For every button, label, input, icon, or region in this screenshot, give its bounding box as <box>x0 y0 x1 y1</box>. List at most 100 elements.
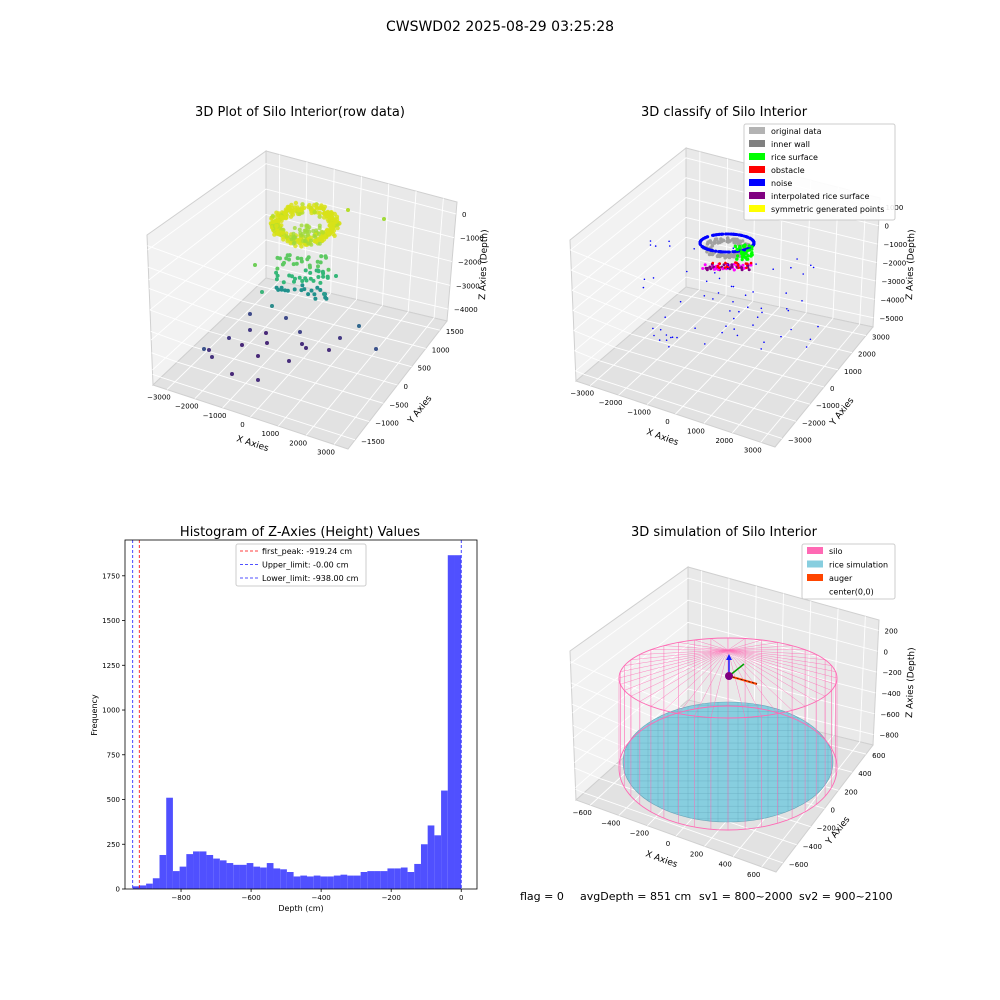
grid-line <box>753 585 757 717</box>
data-point <box>732 237 736 242</box>
grid-line <box>615 346 811 405</box>
x-tick-label: −3000 <box>147 394 171 402</box>
data-point <box>745 266 748 270</box>
histogram-bar <box>199 851 207 889</box>
data-point <box>302 238 307 243</box>
silo-roof-wire <box>727 649 826 697</box>
data-point <box>321 274 326 279</box>
y-tick-label: 250 <box>107 841 120 849</box>
grid-line <box>381 183 390 306</box>
data-point <box>712 298 714 300</box>
grid-line <box>572 310 632 335</box>
data-point <box>749 261 753 265</box>
data-point <box>727 264 730 267</box>
data-point <box>304 346 308 350</box>
histogram-bar <box>360 872 368 889</box>
data-point <box>735 257 739 261</box>
grid-line <box>572 725 633 751</box>
histogram-bar <box>193 851 200 889</box>
x-tick-label: −600 <box>573 809 592 817</box>
data-point <box>329 210 334 215</box>
data-point <box>320 230 326 235</box>
legend-swatch <box>749 179 765 186</box>
histogram-bar <box>179 866 187 889</box>
data-point <box>308 238 313 243</box>
data-point <box>785 292 787 294</box>
x-tick-label: 0 <box>665 418 669 426</box>
data-point <box>318 288 323 292</box>
data-point <box>711 233 715 237</box>
legend-label: first_peak: -919.24 cm <box>262 547 352 556</box>
data-point <box>817 325 819 328</box>
data-point <box>686 270 688 273</box>
data-point <box>787 309 790 312</box>
data-point <box>306 241 311 246</box>
y-tick-label: 600 <box>872 752 885 760</box>
z-tick-label: −4000 <box>881 296 905 304</box>
data-point <box>318 260 323 265</box>
data-point <box>293 200 299 206</box>
data-point <box>303 268 308 273</box>
silo-roof-wire <box>727 649 817 702</box>
data-point <box>763 341 765 344</box>
histogram-bar <box>186 854 194 889</box>
data-point <box>721 331 723 334</box>
data-point <box>713 267 717 271</box>
data-point <box>744 294 747 297</box>
figure-title: CWSWD02 2025-08-29 03:25:28 <box>386 19 614 35</box>
data-point <box>749 237 753 241</box>
z-tick-label: −200 <box>883 669 902 677</box>
z-tick-label: −4000 <box>454 306 478 314</box>
raw-z-axis-label: Z Axies (Depth) <box>478 229 490 300</box>
data-point <box>750 247 754 251</box>
x-tick-label: 1000 <box>261 430 279 438</box>
simulation-legend: silo rice simulation auger center(0,0) <box>801 543 896 600</box>
grid-line <box>433 198 444 318</box>
grid-line <box>571 599 878 689</box>
x-tick-label: 0 <box>240 421 244 429</box>
z-tick-label: −1000 <box>884 241 908 249</box>
data-point <box>737 266 740 270</box>
data-point <box>740 255 744 259</box>
data-point <box>786 308 788 310</box>
silo-roof-wire <box>678 649 729 714</box>
data-point <box>659 328 662 331</box>
y-tick-label: 2000 <box>858 351 876 359</box>
histogram-bar <box>213 858 220 889</box>
grid-line <box>570 577 879 664</box>
z-tick-label: 0 <box>885 223 889 231</box>
grid-line <box>573 644 876 739</box>
data-point <box>752 324 754 326</box>
data-point <box>732 268 736 272</box>
data-point <box>714 249 718 253</box>
data-point <box>276 287 281 292</box>
data-point <box>739 249 741 251</box>
data-point <box>316 264 320 269</box>
grid-line <box>646 320 839 371</box>
data-point <box>322 292 326 296</box>
data-point <box>704 247 708 250</box>
data-point <box>729 310 731 312</box>
x-tick-label: −600 <box>241 894 260 902</box>
z-tick-label: −2000 <box>458 259 482 267</box>
simulation-z-axis-label: Z Axies (Depth) <box>905 647 917 718</box>
data-point <box>307 229 312 234</box>
silo-roof-wire <box>639 649 729 702</box>
sv1-status: sv1 = 800~2000 <box>699 890 793 903</box>
histogram-bar <box>172 871 180 889</box>
data-point <box>652 327 654 330</box>
histogram-bar <box>320 876 328 889</box>
data-point <box>256 378 260 382</box>
z-tick-label: −3000 <box>456 282 480 290</box>
x-tick-label: 200 <box>690 850 703 858</box>
silo-roof-wire <box>727 645 793 651</box>
data-point <box>717 240 722 245</box>
data-point <box>704 266 708 270</box>
grid-line <box>583 792 784 864</box>
data-point <box>717 232 721 236</box>
data-point <box>714 233 718 237</box>
histogram-bar <box>327 876 334 889</box>
grid-line <box>147 245 259 287</box>
avg-depth-status: avgDepth = 851 cm <box>580 890 691 903</box>
data-point <box>312 210 317 215</box>
